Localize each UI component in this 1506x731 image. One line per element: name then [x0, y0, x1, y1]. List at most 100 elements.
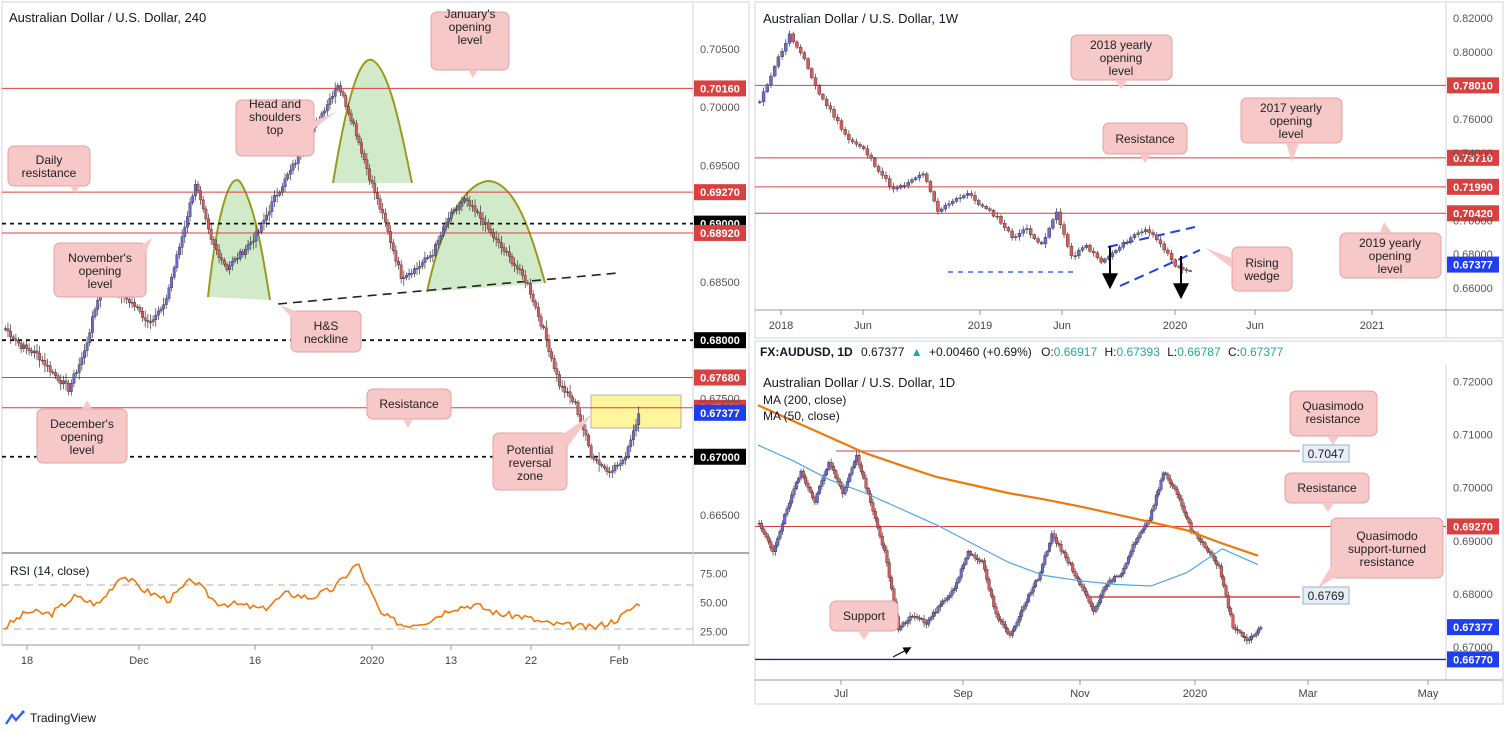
candle-body	[1047, 543, 1051, 552]
candle-body	[1187, 517, 1191, 523]
candle-body	[244, 249, 247, 256]
candle-body	[1233, 627, 1237, 630]
candle-body	[439, 235, 443, 241]
candle-body	[1132, 234, 1137, 238]
candle-body	[810, 68, 814, 79]
candle-body	[1092, 251, 1096, 254]
candle-body	[994, 606, 998, 615]
candle-body	[941, 600, 945, 605]
candle-body	[447, 217, 451, 223]
candle-body	[281, 186, 284, 193]
candle-body	[764, 532, 768, 538]
candle-body	[884, 174, 888, 179]
candle-body	[1089, 601, 1093, 607]
candle-body	[939, 208, 944, 212]
candle-body	[294, 163, 298, 165]
candle-body	[975, 558, 979, 560]
candle-body	[1129, 551, 1133, 558]
candle-body	[783, 514, 787, 525]
candle-body	[589, 445, 593, 458]
candle-body	[1003, 624, 1007, 629]
panel-1w-y-axis: 0.82000 0.80000 0.76000 0.74000 0.70000 0.680…	[1453, 13, 1493, 295]
candle-body	[389, 231, 393, 243]
label-qm-support: Quasimodo	[1356, 529, 1418, 543]
candle-body	[1073, 255, 1077, 257]
candle-body	[1047, 227, 1051, 238]
candle-body	[769, 541, 773, 549]
candle-body	[283, 178, 287, 188]
label-december-open: December's	[50, 417, 114, 431]
ticker-change: +0.00460 (+0.69%)	[929, 345, 1032, 359]
panel-1d-candles	[757, 450, 1263, 645]
candle-body	[989, 589, 993, 597]
callout-resistance-1w: Resistance	[1102, 122, 1188, 163]
candle-body	[801, 470, 805, 477]
candle-body	[455, 209, 458, 211]
candle-body	[85, 342, 89, 351]
candle-body	[436, 239, 440, 245]
candle-body	[616, 464, 619, 467]
tradingview-brand[interactable]: TradingView	[4, 708, 96, 728]
rsi-y-axis: 75.00 50.00 25.00	[700, 568, 728, 638]
y-tick-1d: 0.72000	[1453, 376, 1493, 388]
candle-body	[610, 470, 614, 473]
candle-body	[1058, 211, 1063, 225]
candle-body	[434, 244, 437, 256]
candle-body	[988, 208, 992, 211]
label-hs-neckline-line2: neckline	[304, 332, 348, 346]
candle-body	[943, 599, 947, 602]
level-1d-0-tag	[1447, 518, 1499, 535]
candle-body	[32, 350, 36, 354]
candle-body	[93, 309, 97, 317]
candle-body	[230, 261, 234, 267]
candle-body	[906, 182, 910, 186]
candle-body	[346, 106, 350, 114]
candle-body	[1157, 489, 1161, 496]
candle-body	[772, 66, 777, 77]
label-2017-open-line2: opening	[1270, 114, 1313, 128]
candle-body	[539, 316, 543, 327]
candle-body	[1215, 560, 1219, 566]
candle-body	[608, 471, 612, 474]
candle-body	[977, 200, 981, 205]
candle-body	[204, 208, 208, 220]
candle-body	[72, 373, 76, 384]
candle-body	[1066, 234, 1070, 247]
callout-rising-wedge: Rising wedge	[1205, 246, 1293, 292]
candle-body	[848, 473, 852, 482]
candle-body	[1117, 246, 1122, 251]
candle-body	[1124, 563, 1128, 569]
label-hs-top-line2: shoulders	[249, 110, 301, 124]
candle-body	[1126, 556, 1130, 564]
candle-body	[228, 265, 232, 270]
candle-body	[818, 486, 822, 494]
wedge-lower-line	[1119, 249, 1201, 287]
candle-body	[544, 327, 548, 340]
candle-body	[1121, 242, 1126, 248]
candle-body	[1164, 472, 1168, 475]
candle-body	[500, 242, 503, 248]
candle-body	[932, 191, 936, 202]
candle-body	[154, 314, 158, 321]
candle-body	[913, 177, 918, 180]
candle-body	[873, 510, 877, 519]
candle-body	[621, 459, 625, 464]
candle-body	[17, 340, 20, 344]
candle-body	[787, 33, 792, 44]
panel-4h-title: Australian Dollar / U.S. Dollar, 240	[9, 10, 206, 25]
candle-body	[821, 93, 825, 100]
candle-body	[164, 298, 168, 305]
level-4h-1-label: 0.69270	[700, 187, 740, 199]
x-label-1w: 2020	[1163, 320, 1187, 332]
candle-body	[843, 487, 847, 495]
candle-body	[1038, 572, 1042, 580]
candle-body	[25, 344, 28, 349]
rsi-title: RSI (14, close)	[10, 564, 89, 578]
candle-body	[507, 251, 511, 257]
candle-body	[925, 173, 929, 182]
candle-body	[1014, 236, 1018, 238]
candle-body	[991, 210, 996, 217]
candle-body	[11, 336, 15, 340]
candle-body	[1131, 544, 1135, 553]
